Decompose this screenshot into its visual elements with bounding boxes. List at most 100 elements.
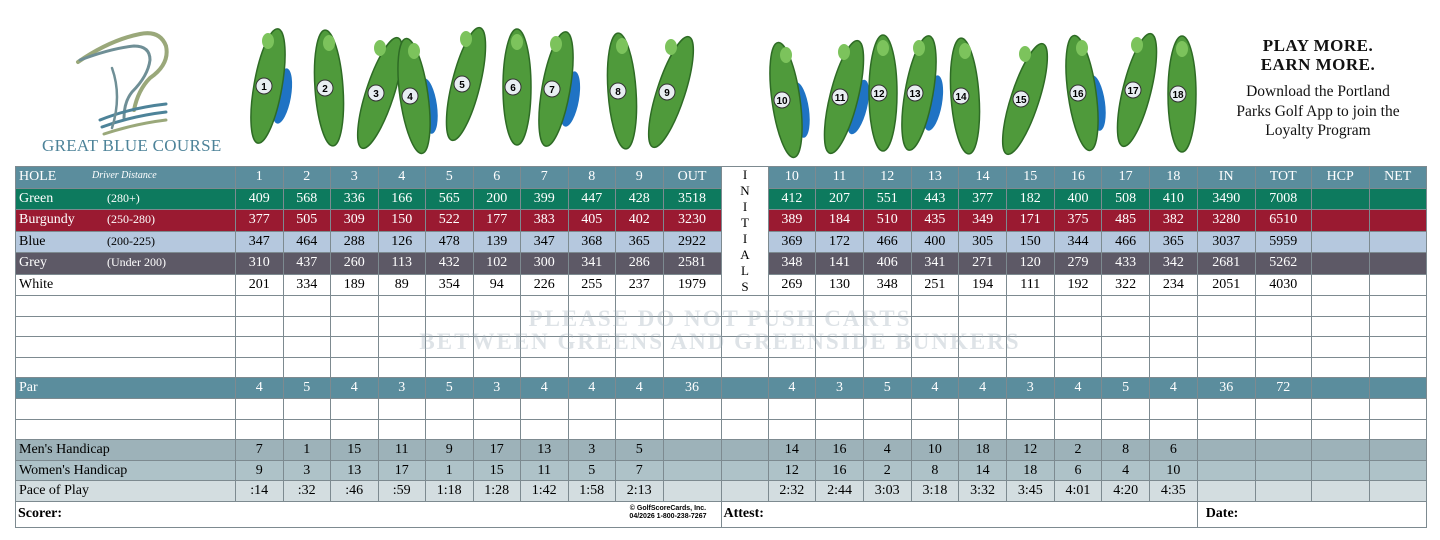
row: Blue (200-225) 347 464 288 126 478 139 347 368 365…: [15, 230, 1427, 253]
score-cell: 16: [815, 439, 864, 461]
score-cell: 5: [615, 439, 664, 461]
score-cell: 15: [330, 439, 379, 461]
in-cell: 3490: [1196, 187, 1256, 210]
score-cell: 5: [567, 459, 616, 482]
blank-cell: [615, 295, 664, 317]
score-cell: 3:45: [1005, 480, 1055, 502]
row-name: Blue: [19, 233, 46, 249]
score-cell: 288: [330, 230, 379, 253]
score-cell: 17: [472, 439, 521, 461]
blank-cell: [910, 418, 960, 441]
out-cell: 2922: [662, 230, 722, 253]
row-name: Pace of Play: [19, 483, 89, 499]
blank-cell: [1005, 397, 1055, 420]
score-cell: 348: [767, 252, 817, 275]
row: White 201 334 189 89 354 94 226 255 237 1979 269 130…: [15, 273, 1427, 296]
row-label: Green (280+): [15, 187, 236, 210]
blank-cell: [862, 336, 912, 358]
total-label: HCP: [1310, 166, 1370, 189]
score-cell: 568: [282, 187, 331, 210]
hole-badge: [1169, 85, 1187, 103]
hole-number: 14: [958, 166, 1007, 189]
tot-cell: [1254, 439, 1312, 461]
score-cell: 3: [567, 439, 616, 461]
blank-cell: [1149, 315, 1198, 338]
score-cell: 410: [1149, 187, 1198, 210]
hole-badge: [1069, 84, 1087, 102]
blank-cell: [1196, 295, 1256, 317]
blank-cell: [862, 295, 912, 317]
tot-cell: 5262: [1254, 252, 1312, 275]
promo-line: Loyalty Program: [1265, 122, 1371, 139]
in-cell: 3037: [1196, 230, 1256, 253]
score-cell: 150: [1005, 230, 1055, 253]
hole-number: 11: [835, 93, 846, 104]
hcp-cell: [1310, 209, 1370, 232]
hole-number: 2: [322, 84, 328, 95]
score-cell: 141: [815, 252, 864, 275]
blank-cell: [767, 336, 817, 358]
net-cell: [1368, 252, 1427, 275]
score-cell: 369: [767, 230, 817, 253]
row-sub: (Under 200): [107, 255, 166, 269]
score-cell: 286: [615, 252, 664, 275]
net-cell: [1368, 187, 1427, 210]
blank-label: [15, 418, 236, 441]
hole-badge: [870, 84, 888, 102]
hole-number: 11: [815, 166, 864, 189]
blank-cell: [662, 336, 722, 358]
score-cell: 4: [330, 377, 379, 399]
score-cell: 5: [1101, 377, 1150, 399]
green: [460, 31, 472, 47]
row: Men's Handicap 7 1 15 11 9 17 13 3 5 14 16 4 10 18 12 2 8…: [15, 439, 1427, 461]
blank-cell: [767, 418, 817, 441]
score-cell: 6: [1053, 459, 1103, 482]
blank-cell: [330, 397, 379, 420]
blank-cell: [1310, 397, 1370, 420]
blank-cell: [615, 315, 664, 338]
initials-cell: [720, 439, 769, 461]
tot-cell: 7008: [1254, 187, 1312, 210]
score-cell: 7: [235, 439, 284, 461]
hole-number: 15: [1015, 95, 1027, 106]
score-cell: 365: [1149, 230, 1198, 253]
score-cell: 9: [235, 459, 284, 482]
blank-label: [15, 315, 236, 338]
hole-badge: [1012, 90, 1030, 108]
hole-number: 8: [567, 166, 616, 189]
blank-cell: [1005, 295, 1055, 317]
blank-cell: [1310, 295, 1370, 317]
score-cell: 443: [910, 187, 960, 210]
score-cell: 189: [330, 273, 379, 296]
score-cell: 15: [472, 459, 521, 482]
initials-cell: [720, 459, 769, 482]
green: [959, 43, 971, 59]
blank-cell: [862, 356, 912, 379]
hole-number: 1: [261, 82, 267, 93]
row: [15, 315, 1427, 338]
blank-cell: [910, 336, 960, 358]
blank-cell: [1254, 336, 1312, 358]
out-cell: [662, 459, 722, 482]
blank-cell: [862, 418, 912, 441]
blank-cell: [282, 356, 331, 379]
blank-cell: [662, 397, 722, 420]
tot-cell: 72: [1254, 377, 1312, 399]
tot-cell: [1254, 480, 1312, 502]
hole-number: 4: [407, 92, 413, 103]
hole-number: 9: [664, 88, 670, 99]
score-cell: 433: [1101, 252, 1150, 275]
blank-cell: [235, 418, 284, 441]
blank-cell: [235, 315, 284, 338]
score-cell: 4: [862, 439, 912, 461]
blank-cell: [910, 397, 960, 420]
promo-line: Download the Portland: [1246, 83, 1390, 100]
score-cell: 344: [1053, 230, 1103, 253]
net-cell: [1368, 377, 1427, 399]
score-cell: 14: [767, 439, 817, 461]
blank-cell: [720, 397, 769, 420]
score-cell: 94: [472, 273, 521, 296]
hole-number: 2: [282, 166, 331, 189]
blank-cell: [567, 356, 616, 379]
print-info: 04/2026 1-800-238-7267: [629, 512, 707, 520]
